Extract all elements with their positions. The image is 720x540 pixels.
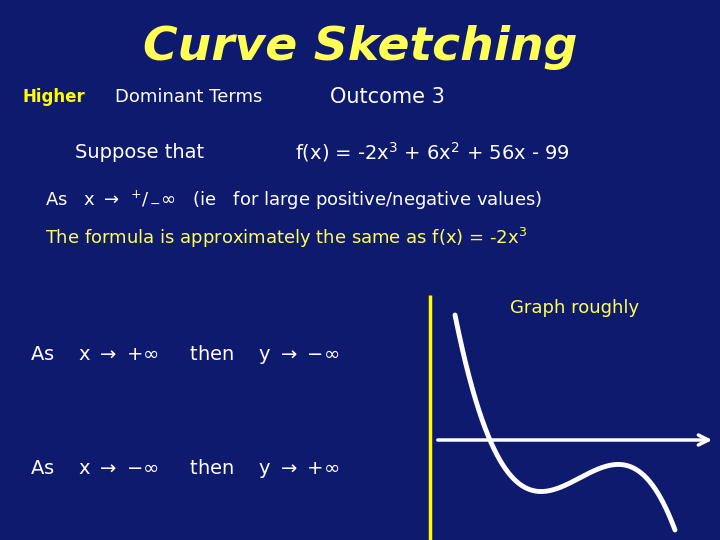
Text: Graph roughly: Graph roughly (510, 299, 639, 317)
Text: Suppose that: Suppose that (75, 143, 204, 161)
Text: Outcome 3: Outcome 3 (330, 87, 445, 107)
Text: The formula is approximately the same as f(x) = -2x$^3$: The formula is approximately the same as… (45, 226, 527, 250)
Text: Higher: Higher (22, 88, 85, 106)
Text: As   x $\rightarrow$ $^+\!/_-\!\infty$   (ie   for large positive/negative value: As x $\rightarrow$ $^+\!/_-\!\infty$ (ie… (45, 188, 542, 212)
Text: As    x $\rightarrow$ $-\infty$     then    y $\rightarrow$ $+\infty$: As x $\rightarrow$ $-\infty$ then y $\ri… (30, 456, 339, 480)
Text: f(x) = -2x$^3$ + 6x$^2$ + 56x - 99: f(x) = -2x$^3$ + 6x$^2$ + 56x - 99 (295, 140, 570, 164)
Text: Dominant Terms: Dominant Terms (115, 88, 262, 106)
Text: As    x $\rightarrow$ $+\infty$     then    y $\rightarrow$ $-\infty$: As x $\rightarrow$ $+\infty$ then y $\ri… (30, 343, 339, 367)
Text: Curve Sketching: Curve Sketching (143, 25, 577, 71)
